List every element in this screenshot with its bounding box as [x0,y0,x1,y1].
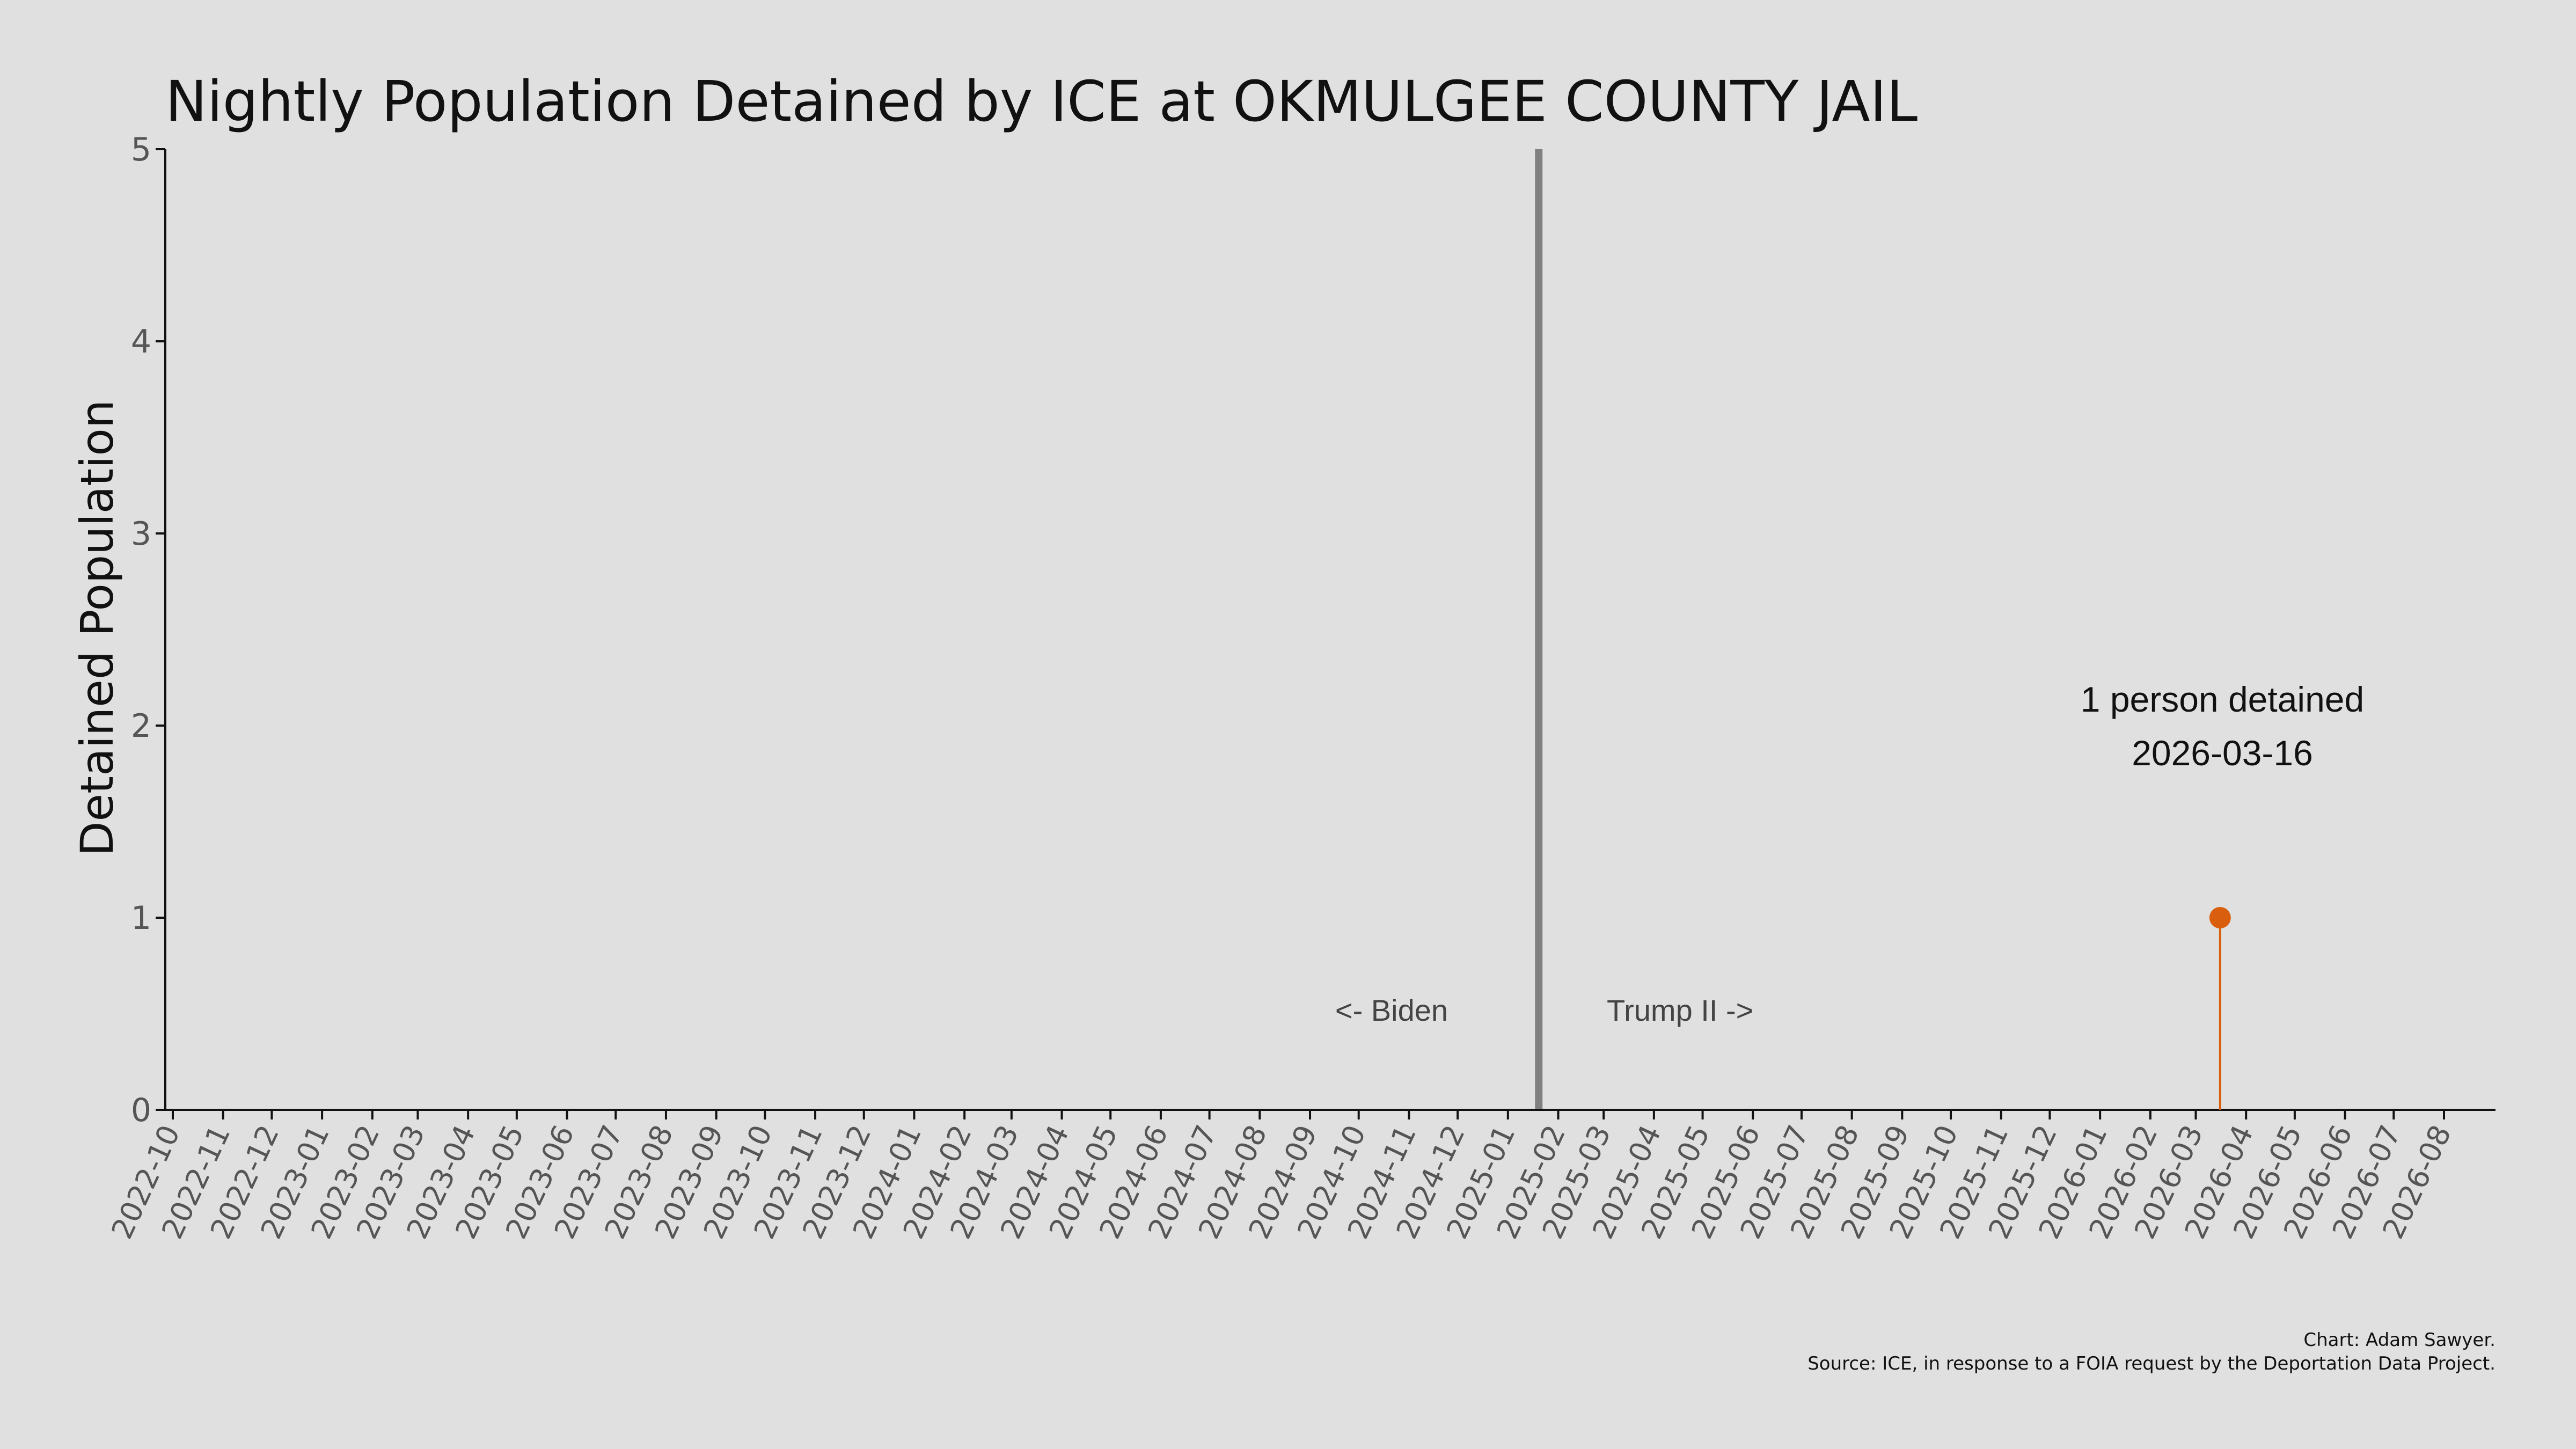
y-axis-label: Detained Population [71,400,123,856]
credit-source: Source: ICE, in response to a FOIA reque… [1807,1353,2496,1374]
y-tick-label: 5 [131,131,151,169]
y-ticks: 0 1 2 3 4 5 [131,131,165,1129]
axes [164,149,2496,1111]
y-tick-label: 4 [131,323,151,361]
era-label-biden: <- Biden [1335,993,1448,1027]
data-point [2209,907,2231,928]
credit-chart: Chart: Adam Sawyer. [2303,1329,2496,1351]
series [2209,907,2231,1110]
annotation-line-2: 2026-03-16 [2132,733,2313,773]
x-ticks: 2022-102022-112022-122023-012023-022023-… [105,1110,2458,1244]
annotation-line-1: 1 person detained [2081,679,2364,719]
y-tick-label: 2 [131,707,151,745]
y-tick-label: 3 [131,515,151,553]
y-tick-label: 0 [131,1092,151,1129]
y-tick-label: 1 [131,899,151,937]
era-label-trump: Trump II -> [1607,993,1753,1027]
chart-title: Nightly Population Detained by ICE at OK… [165,69,1918,134]
